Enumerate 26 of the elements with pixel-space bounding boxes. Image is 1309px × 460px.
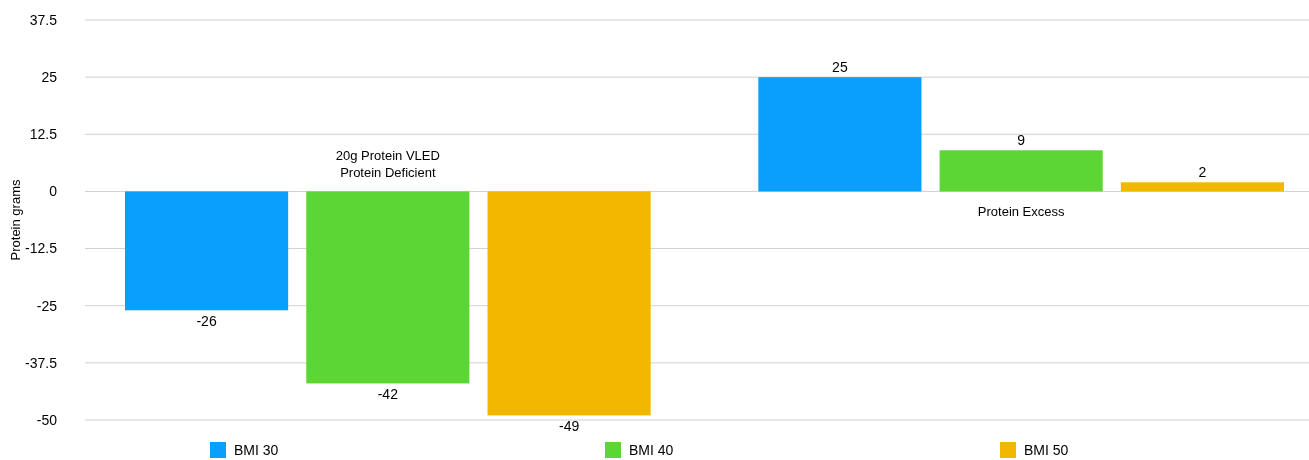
data-label: 9 [1017,132,1026,149]
y-tick-label: -25 [36,297,58,314]
x-tick-label: 20g Protein VLED Protein Deficient [335,148,440,181]
data-label: -42 [377,386,399,403]
bar [939,150,1103,192]
data-label: 2 [1198,164,1207,181]
legend-label: BMI 30 [234,441,279,458]
bar [306,191,470,384]
data-label: 25 [832,59,848,76]
x-tick-label: Protein Excess [977,204,1066,220]
legend-label: BMI 40 [629,441,674,458]
y-tick-label: -50 [36,411,58,428]
legend-label: BMI 50 [1024,441,1069,458]
data-label: -49 [558,418,580,435]
y-axis-title: Protein grams [8,179,23,261]
y-tick-label: 25 [41,69,58,86]
y-tick-label: 12.5 [29,126,58,143]
y-tick-label: 37.5 [29,11,58,28]
y-tick-label: -37.5 [25,354,58,371]
bar [125,191,289,311]
bar [1120,182,1284,192]
y-tick-label: -12.5 [25,240,58,257]
bar [758,77,922,192]
bar [487,191,651,416]
y-tick-label: 0 [49,183,58,200]
data-label: -26 [196,313,217,330]
